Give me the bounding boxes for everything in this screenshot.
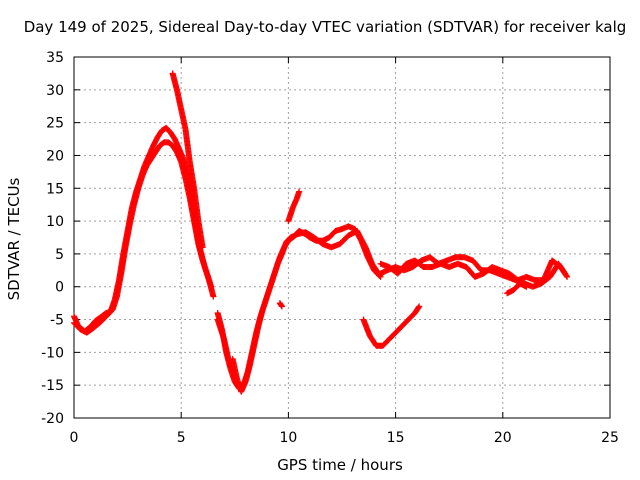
- y-tick-label: 10: [46, 214, 64, 230]
- plot-frame: [73, 56, 611, 419]
- y-tick-label: 25: [46, 116, 64, 132]
- data-point: [416, 303, 423, 310]
- x-tick-label: 5: [177, 430, 186, 446]
- data-point: [210, 293, 217, 300]
- grid: [74, 57, 610, 418]
- ticks: 0 5 10 15 20 25 -20 -15 -10 -5 0 5 10 15 20 25 30 35: [41, 50, 619, 446]
- y-tick-label: -10: [41, 345, 64, 361]
- y-axis-label: SDTVAR / TECUs: [5, 177, 23, 300]
- x-tick-label: 25: [601, 430, 619, 446]
- x-tick-label: 15: [387, 430, 405, 446]
- y-tick-label: 35: [46, 50, 64, 66]
- data-point: [199, 244, 206, 251]
- y-tick-label: -15: [41, 378, 64, 394]
- data-point: [208, 283, 215, 290]
- data-point-interp: [415, 304, 422, 311]
- y-tick-label: -5: [50, 313, 64, 329]
- y-tick-label: 20: [46, 148, 64, 164]
- y-tick-label: 0: [55, 280, 64, 296]
- x-tick-label: 0: [70, 430, 79, 446]
- data-point: [296, 188, 303, 195]
- data-point: [225, 355, 232, 362]
- x-axis-label: GPS time / hours: [277, 456, 403, 474]
- y-tick-label: -20: [41, 411, 64, 427]
- data-point: [523, 283, 530, 290]
- x-tick-label: 20: [494, 430, 512, 446]
- y-tick-label: 30: [46, 83, 64, 99]
- y-tick-label: 5: [55, 247, 64, 263]
- data-point: [278, 303, 285, 310]
- x-tick-label: 10: [279, 430, 297, 446]
- data-points: [71, 70, 571, 395]
- chart-title: Day 149 of 2025, Sidereal Day-to-day VTE…: [24, 18, 627, 36]
- data-point-interp: [563, 272, 570, 279]
- y-tick-label: 15: [46, 181, 64, 197]
- data-point: [564, 273, 571, 280]
